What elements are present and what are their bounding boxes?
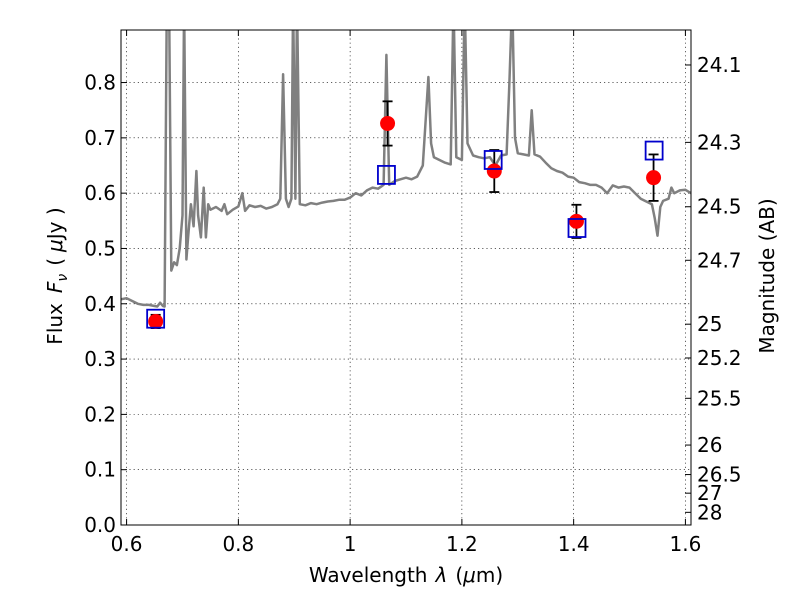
x-tick-label-4: 1.4 [558,532,590,556]
y2-tick-label-1: 24.3 [697,130,742,154]
observed-point-2 [486,163,502,179]
y-tick-label-3: 0.3 [84,347,116,371]
y-axis-label: FluxFν(μJy ) [43,207,71,344]
model-photometry-point-2 [483,150,503,170]
model-photometry-point-0 [146,308,166,329]
x-tick-label-3: 1.2 [446,532,478,556]
x-tick-label-0: 0.6 [111,532,143,556]
observed-point-3 [568,213,584,229]
ticks [121,30,691,526]
y2-axis-label: Magnitude (AB) [755,198,779,353]
observed-point-1 [380,115,396,131]
y2-tick-label-5: 25.2 [697,346,742,370]
y2-tick-label-7: 26 [697,433,722,457]
y2-tick-label-9: 27 [697,481,722,505]
marker-layer [146,115,664,329]
model-photometry-point-3 [567,218,587,238]
y2-tick-label-10: 28 [697,500,722,524]
y-tick-label-7: 0.7 [84,126,116,150]
y-tick-label-5: 0.5 [84,236,116,260]
grid [121,30,691,526]
observed-point-0 [148,313,164,329]
y-tick-label-4: 0.4 [84,292,116,316]
y2-tick-label-6: 25.5 [697,386,742,410]
y2-tick-label-2: 24.5 [697,195,742,219]
y-tick-label-6: 0.6 [84,181,116,205]
y-tick-label-2: 0.2 [84,402,116,426]
x-tick-label-1: 0.8 [222,532,254,556]
model-photometry-point-4 [644,140,664,161]
y-tick-label-8: 0.8 [84,71,116,95]
model-spectrum-line [121,30,691,308]
y-tick-label-0: 0.0 [84,513,116,537]
model-spectrum-layer [121,30,691,308]
x-tick-labels: 0.6 0.8 1 1.2 1.4 1.6 [111,532,702,556]
y2-tick-label-3: 24.7 [697,248,742,272]
plot-frame [120,29,692,526]
y2-tick-label-0: 24.1 [697,53,742,77]
y2-tick-label-4: 25 [697,312,722,336]
y-tick-labels: 0.0 0.1 0.2 0.3 0.4 0.5 0.6 0.7 0.8 [84,71,116,537]
observed-point-4 [646,170,662,186]
model-photometry-point-1 [377,165,396,185]
y-tick-label-1: 0.1 [84,458,116,482]
x-tick-label-5: 1.6 [670,532,702,556]
x-axis-label: Wavelength λ (μm) [309,563,503,587]
x-tick-label-2: 1 [344,532,357,556]
y2-tick-label-8: 26.5 [697,463,742,487]
